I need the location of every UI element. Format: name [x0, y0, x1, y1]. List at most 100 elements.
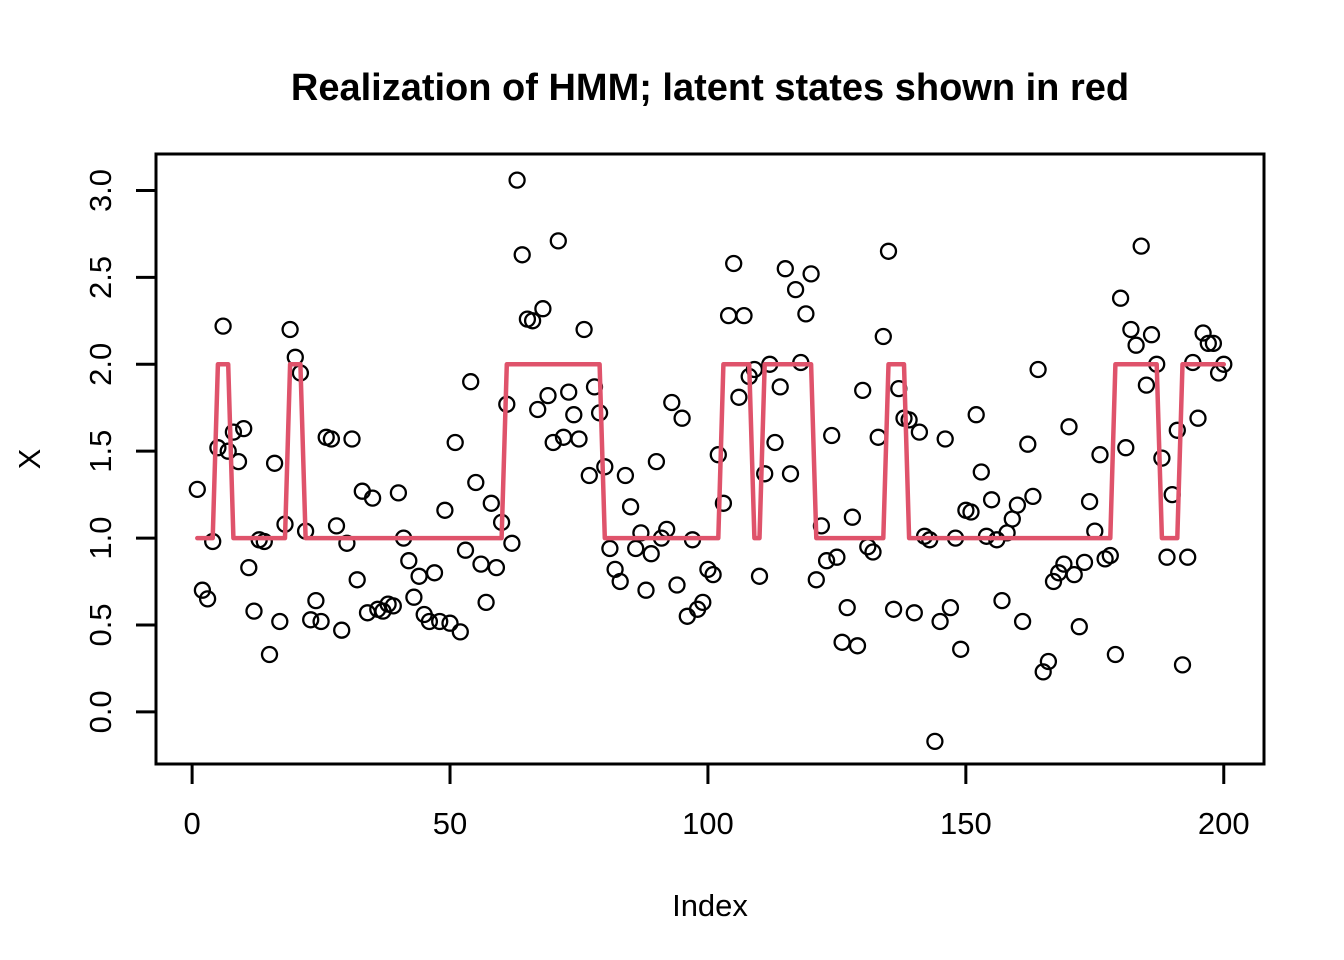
data-point [1189, 409, 1207, 427]
data-point [307, 591, 325, 610]
data-point [1070, 618, 1088, 636]
data-point [900, 411, 918, 429]
data-point [910, 423, 929, 441]
data-point [1194, 324, 1212, 342]
data-point [446, 433, 464, 452]
data-point [1111, 289, 1130, 307]
data-point [1050, 564, 1068, 582]
data-point [1204, 334, 1223, 353]
data-point [1137, 376, 1156, 394]
x-axis-tick-label: 50 [433, 806, 467, 841]
data-point [658, 520, 676, 539]
data-point [936, 430, 954, 448]
data-point [854, 381, 872, 400]
data-point [621, 498, 640, 516]
data-point [616, 466, 635, 485]
data-point [838, 598, 856, 617]
data-point [235, 419, 253, 438]
data-point [265, 454, 284, 472]
data-point [781, 465, 800, 483]
data-point [1034, 663, 1052, 681]
data-point [982, 491, 1001, 509]
data-point [776, 260, 794, 278]
y-axis-label: X [12, 448, 47, 469]
data-point [570, 430, 588, 448]
data-point [1039, 652, 1058, 671]
data-point [874, 327, 892, 346]
data-point [817, 552, 836, 570]
data-point [637, 581, 655, 599]
data-point [565, 406, 583, 424]
data-point [400, 552, 418, 570]
data-point [1179, 548, 1197, 566]
data-point [668, 576, 686, 594]
data-point [322, 430, 341, 448]
data-point [843, 508, 862, 526]
data-point [730, 388, 748, 406]
x-axis-label: Index [672, 888, 748, 923]
data-point [1173, 656, 1192, 674]
data-point [245, 602, 263, 620]
data-point [719, 306, 738, 325]
data-point [425, 564, 444, 582]
x-axis-tick-label: 150 [940, 806, 992, 841]
data-point [952, 640, 970, 658]
data-point [797, 305, 815, 323]
data-point [1096, 550, 1114, 568]
data-point [539, 386, 557, 405]
y-axis-tick-label: 2.5 [83, 256, 118, 299]
data-point [549, 232, 567, 250]
data-point [281, 320, 299, 339]
data-point [1127, 336, 1145, 354]
chart-title: Realization of HMM; latent states shown … [291, 67, 1129, 109]
axes-layer: 0 50 100 150 200 0.0 0.5 1.0 1.5 2.0 2.5 3.0 [83, 169, 1250, 841]
data-point [431, 612, 449, 631]
data-point [745, 360, 764, 379]
data-point [1065, 565, 1083, 584]
data-point [725, 254, 743, 273]
data-point [503, 534, 521, 552]
data-point [1142, 326, 1161, 344]
data-point [1019, 435, 1037, 453]
data-point [926, 732, 944, 751]
data-point [632, 524, 650, 542]
data-point [864, 543, 882, 561]
data-point [333, 621, 351, 639]
data-point [1024, 487, 1042, 506]
data-point [1158, 548, 1176, 566]
data-point [338, 534, 356, 552]
data-point [240, 558, 258, 577]
data-point [704, 565, 722, 584]
data-point [771, 378, 789, 396]
data-point [508, 171, 526, 189]
data-point [627, 539, 645, 558]
data-point [482, 494, 500, 512]
data-point [967, 406, 985, 424]
data-point [513, 246, 531, 264]
data-point [1106, 645, 1125, 664]
data-point [472, 555, 490, 573]
data-point [193, 581, 212, 599]
data-point [358, 604, 377, 622]
data-point [1029, 360, 1047, 379]
x-axis-tick-label: 200 [1198, 806, 1250, 841]
data-point [575, 320, 593, 339]
data-point [302, 611, 320, 629]
data-point [699, 560, 717, 579]
data-point [869, 428, 887, 446]
plot-box-layer [154, 152, 1266, 766]
data-point [209, 439, 227, 457]
data-point [451, 623, 469, 641]
scatter-points-layer [188, 171, 1233, 751]
data-point [1060, 418, 1078, 436]
data-point [534, 300, 552, 318]
data-point [224, 423, 243, 441]
data-point [879, 242, 898, 260]
data-point [1008, 496, 1027, 514]
data-point [1075, 553, 1094, 572]
y-axis-tick-label: 2.0 [83, 343, 118, 386]
data-point [786, 280, 805, 299]
data-point [544, 433, 562, 452]
